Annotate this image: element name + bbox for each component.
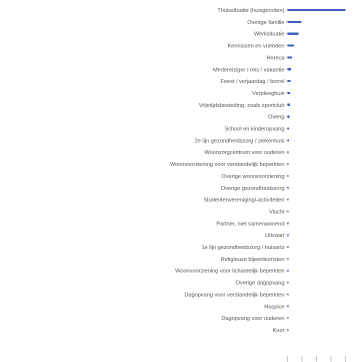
category-label: Horeca xyxy=(266,55,285,61)
category-label: Hospice xyxy=(264,304,284,310)
category-label: School en kinderopvang xyxy=(224,127,284,133)
category-label: Vrijetijdsbesteding, zoals sportclub xyxy=(199,103,285,109)
bar xyxy=(287,103,290,106)
category-label: Feest / verjaardag / borrel xyxy=(220,79,284,85)
bar xyxy=(287,139,289,142)
bar xyxy=(287,293,289,296)
category-label: Dagopvang voor verstandelijk beperkten xyxy=(184,292,284,298)
bar xyxy=(287,115,290,118)
category-label: Koor xyxy=(273,328,285,334)
category-label: Kennissen en vrienden xyxy=(228,44,285,50)
bar xyxy=(287,56,293,59)
bar xyxy=(287,222,289,225)
category-label: Partner, niet samenwonend xyxy=(216,221,284,227)
category-label: Verpleeghuis xyxy=(252,91,285,97)
bars xyxy=(287,8,346,332)
category-labels: Thuissituatie (huisgenoten) Overige famil… xyxy=(170,8,286,334)
category-label: Woonzorgcentrum voor ouderen xyxy=(204,150,284,156)
bar xyxy=(287,245,289,249)
bar xyxy=(287,162,289,166)
category-label: Overig xyxy=(268,115,284,121)
category-label: Werksituatie xyxy=(254,32,285,38)
axis-ticks xyxy=(286,9,346,362)
category-label: Overige familie xyxy=(247,20,284,26)
bar xyxy=(287,257,289,260)
bar xyxy=(287,32,299,35)
category-label: Medereiziger / reis / vakantie xyxy=(213,67,285,73)
category-label: Vlucht xyxy=(269,209,285,215)
bar xyxy=(287,44,294,47)
category-label: Overige gezondheidszorg xyxy=(221,186,285,192)
category-label: Studentenvereniging/-activiteiten xyxy=(203,198,284,204)
category-label: Dagopvang voor ouderen xyxy=(221,316,284,322)
bar xyxy=(287,91,291,95)
bar xyxy=(287,198,289,201)
bar xyxy=(287,8,346,12)
category-label: Uitvaart xyxy=(265,233,285,239)
bar xyxy=(287,151,289,154)
bar xyxy=(287,317,289,320)
bar xyxy=(287,269,289,272)
category-label: Religieuze bijeenkomsten xyxy=(221,257,285,263)
bar xyxy=(287,174,289,177)
category-label: Overige woonvoorziening xyxy=(221,174,284,180)
bar xyxy=(287,68,291,71)
category-label: 2e lijn gezondheidszorg / ziekenhuis xyxy=(195,138,285,144)
bar xyxy=(287,127,290,130)
bar xyxy=(287,80,291,83)
category-label: Thuissituatie (huisgenoten) xyxy=(217,8,284,14)
category-label: Woonvoorziening voor lichamelijk beperkt… xyxy=(175,269,284,275)
category-label: 1e lijn gezondheidszorg / huisarts xyxy=(201,245,284,251)
bar xyxy=(287,186,289,189)
bar xyxy=(287,328,289,332)
bar xyxy=(287,20,302,23)
category-label: Overige dagopvang xyxy=(236,281,285,287)
bar xyxy=(287,281,289,284)
bar xyxy=(287,305,289,308)
bar xyxy=(287,234,289,237)
category-label: Woonvoorziening voor verstandelijk beper… xyxy=(170,162,285,168)
bar xyxy=(287,210,289,213)
